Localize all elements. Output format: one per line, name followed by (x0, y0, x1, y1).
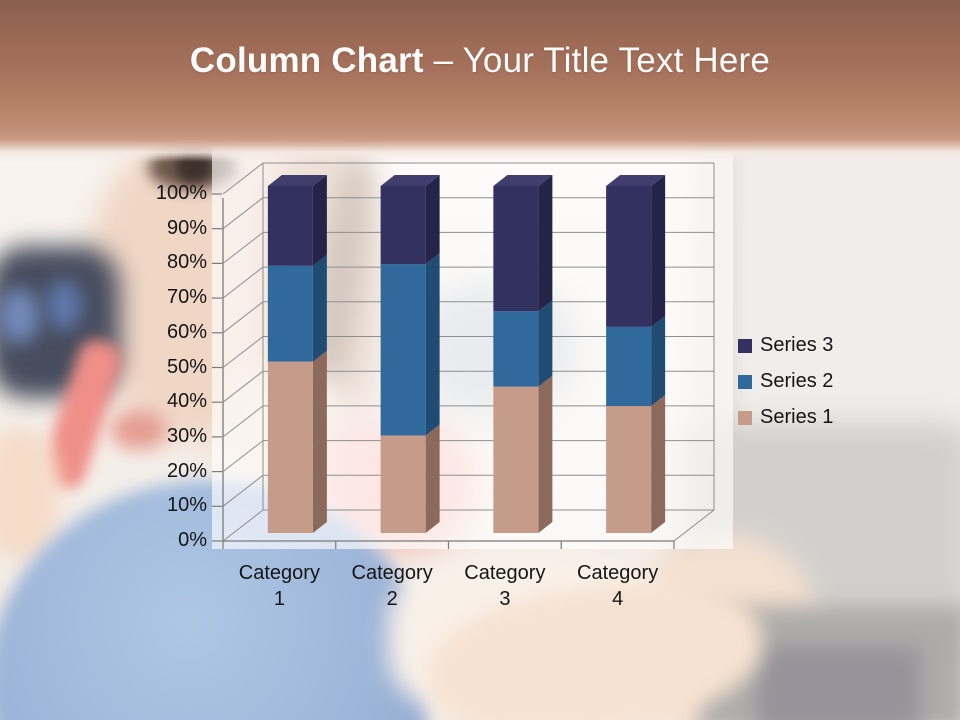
y-axis-tick-label: 20% (166, 459, 207, 482)
legend-swatch-icon (738, 338, 752, 353)
legend-item-series-3: Series 3 (738, 334, 834, 356)
y-axis-tick-label: 90% (166, 216, 207, 239)
slide-title: Column Chart – Your Title Text Here (0, 41, 960, 81)
y-axis-tick-label: 100% (155, 182, 207, 205)
legend-label: Series 1 (760, 406, 834, 428)
legend-item-series-2: Series 2 (738, 370, 834, 392)
x-axis-category-label: Category 1 (238, 562, 320, 611)
legend-label: Series 3 (760, 334, 834, 356)
y-axis-tick-label: 60% (166, 320, 207, 343)
y-axis-tick-label: 70% (166, 286, 207, 309)
x-axis-category-label: Category 3 (464, 562, 546, 611)
y-axis-tick-label: 30% (166, 424, 207, 447)
y-axis-tick-label: 10% (166, 494, 207, 517)
x-axis-category-label: Category 2 (351, 562, 433, 611)
slide-title-separator: – (423, 41, 463, 80)
slide-title-text: Your Title Text Here (462, 41, 771, 80)
y-axis-tick-label: 40% (166, 390, 207, 413)
legend-item-series-1: Series 1 (738, 406, 834, 428)
y-axis-tick-label: 80% (166, 251, 207, 274)
chart-legend: Series 3 Series 2 Series 1 (738, 334, 834, 444)
slide-title-bold: Column Chart (189, 41, 424, 80)
legend-swatch-icon (738, 410, 752, 425)
legend-swatch-icon (738, 374, 752, 389)
y-axis-tick-label: 50% (166, 355, 207, 378)
legend-label: Series 2 (760, 370, 834, 392)
x-axis-category-label: Category 4 (577, 562, 659, 611)
y-axis-tick-label: 0% (178, 529, 207, 552)
